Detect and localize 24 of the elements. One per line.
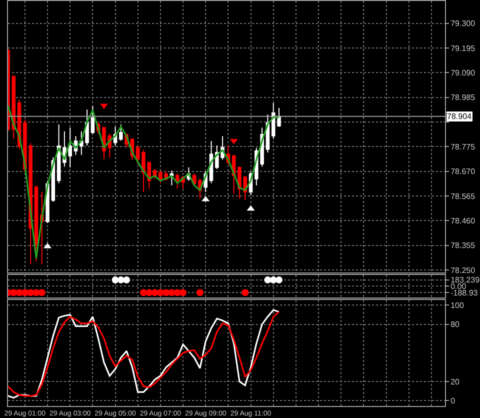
ref-line-label: 78.904 <box>447 112 472 121</box>
candlestick <box>142 150 146 192</box>
y-tick-label: 78.670 <box>450 167 476 176</box>
candlestick <box>56 124 61 184</box>
y-tick-label: 79.090 <box>450 68 476 78</box>
y-tick-label: 79.300 <box>450 19 476 28</box>
y-tick-label: 78.985 <box>450 93 476 102</box>
y-tick-label: 79.195 <box>450 44 476 53</box>
candlestick <box>119 124 123 142</box>
y-tick-label: -188.93 <box>450 288 478 298</box>
y-tick-label: 100 <box>450 301 464 310</box>
y-tick-label: 78.565 <box>450 192 476 201</box>
y-tick-label: 80 <box>450 320 460 330</box>
y-tick-label: 78.250 <box>450 266 476 275</box>
y-tick-label: 0 <box>450 396 456 406</box>
candlestick <box>170 170 174 186</box>
y-tick-label: 20 <box>450 377 460 386</box>
candlestick <box>90 106 95 134</box>
candlestick <box>34 184 38 262</box>
y-tick-label: 78.775 <box>450 142 476 152</box>
y-tick-label: 78.355 <box>450 241 476 250</box>
y-tick-label: 78.460 <box>450 216 476 226</box>
y-tick-label: 0.00 <box>450 282 467 291</box>
line-series <box>8 104 280 260</box>
